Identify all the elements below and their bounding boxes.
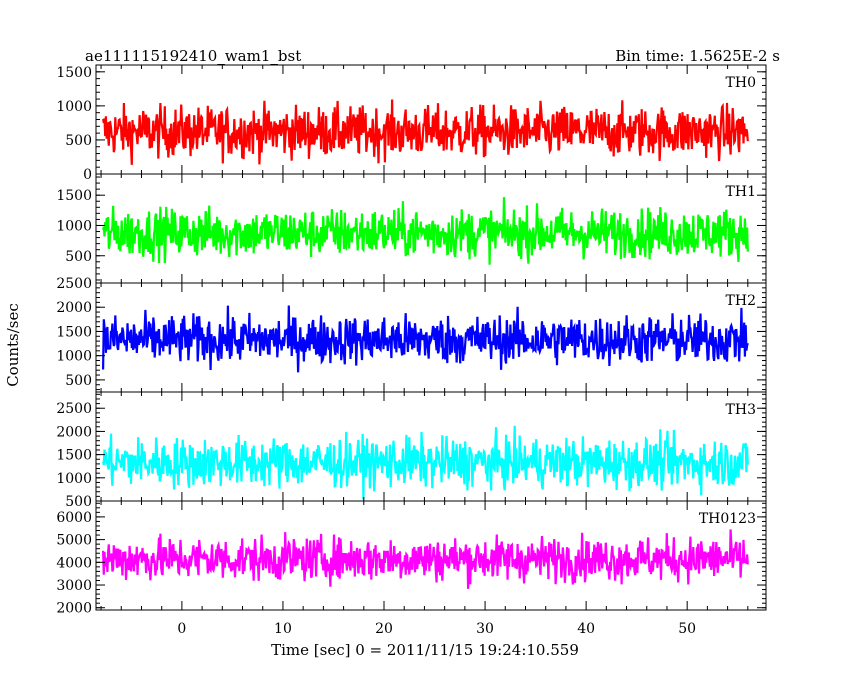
y-tick-label: 3000	[56, 578, 92, 594]
y-tick-label: 6000	[56, 510, 92, 526]
y-tick-label: 1500	[56, 65, 92, 81]
y-tick-label: 500	[65, 133, 92, 149]
bin-time-label: Bin time: 1.5625E-2 s	[615, 47, 780, 65]
y-tick-label: 500	[65, 494, 92, 510]
trace-th3	[102, 425, 749, 500]
y-tick-label: 2500	[56, 276, 92, 292]
y-tick-label: 1500	[56, 448, 92, 464]
panel-label-th0123: TH0123	[699, 511, 756, 527]
panel-label-th2: TH2	[726, 293, 756, 309]
y-tick-label: 1500	[56, 188, 92, 204]
x-axis-label: Time [sec] 0 = 2011/11/15 19:24:10.559	[271, 641, 579, 659]
x-tick-label: 40	[577, 621, 595, 637]
y-tick-label: 500	[65, 249, 92, 265]
trace-th1	[102, 197, 749, 265]
y-tick-label: 1000	[56, 349, 92, 365]
panel-frame-th0123	[95, 500, 767, 611]
y-tick-label: 1000	[56, 99, 92, 115]
y-tick-label: 1000	[56, 471, 92, 487]
panel-label-th3: TH3	[726, 402, 756, 418]
y-tick-label: 2500	[56, 401, 92, 417]
y-tick-label: 0	[83, 167, 92, 183]
x-tick-label: 10	[274, 621, 292, 637]
y-tick-label: 2000	[56, 300, 92, 316]
y-tick-label: 1000	[56, 218, 92, 234]
y-tick-label: 4000	[56, 555, 92, 571]
trace-th0	[102, 99, 749, 165]
x-tick-label: 50	[678, 621, 696, 637]
panel-label-th0: TH0	[726, 75, 756, 91]
x-tick-label: 20	[375, 621, 393, 637]
trace-th0123	[102, 529, 749, 589]
x-tick-label: 0	[177, 621, 186, 637]
panel-label-th1: TH1	[726, 184, 756, 200]
chart-title: ae111115192410_wam1_bst	[85, 47, 301, 65]
y-tick-label: 1500	[56, 324, 92, 340]
y-tick-label: 5000	[56, 533, 92, 549]
trace-th2	[102, 305, 749, 373]
y-tick-label: 500	[65, 373, 92, 389]
y-axis-label: Counts/sec	[4, 303, 22, 387]
x-tick-label: 30	[476, 621, 494, 637]
y-tick-label: 2000	[56, 601, 92, 617]
y-tick-label: 2000	[56, 424, 92, 440]
